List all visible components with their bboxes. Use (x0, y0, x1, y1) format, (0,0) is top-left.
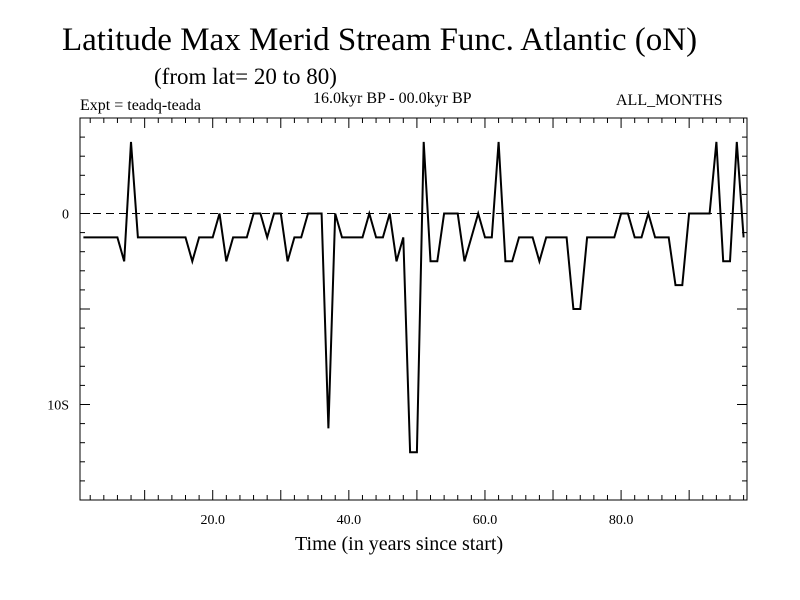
x-axis-label: Time (in years since start) (295, 533, 504, 555)
x-tick-label: 80.0 (609, 513, 634, 528)
plot-frame (79, 117, 748, 501)
period-label: 16.0kyr BP - 00.0kyr BP (313, 90, 472, 107)
tick-labels: 20.0 40.0 60.0 80.0 0 10S (47, 208, 633, 529)
y-tick-label: 0 (62, 208, 69, 223)
chart-title: Latitude Max Merid Stream Func. Atlantic… (62, 22, 698, 58)
x-tick-label: 40.0 (337, 513, 362, 528)
x-tick-label: 60.0 (473, 513, 498, 528)
y-tick-label: 10S (47, 399, 69, 414)
months-label: ALL_MONTHS (616, 92, 723, 109)
x-tick-label: 20.0 (200, 513, 225, 528)
axis-ticks (80, 117, 747, 501)
series-line (83, 141, 745, 454)
experiment-label: Expt = teadq-teada (80, 97, 201, 114)
chart-subtitle: (from lat= 20 to 80) (154, 64, 337, 89)
